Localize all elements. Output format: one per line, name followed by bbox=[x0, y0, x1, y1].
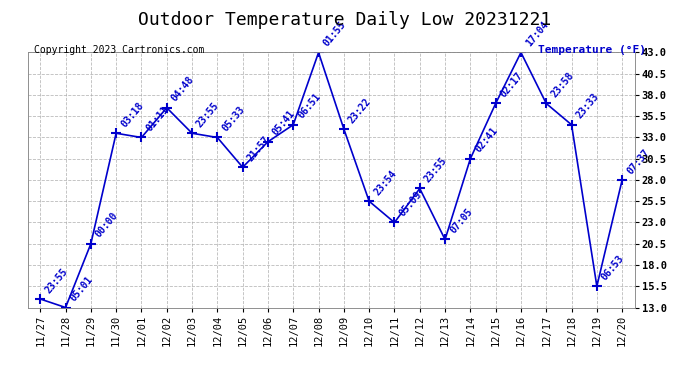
Text: 04:48: 04:48 bbox=[170, 75, 196, 104]
Text: 07:05: 07:05 bbox=[448, 206, 474, 236]
Text: Temperature (°F): Temperature (°F) bbox=[538, 45, 647, 55]
Text: 23:54: 23:54 bbox=[372, 168, 398, 197]
Text: 17:04: 17:04 bbox=[524, 20, 550, 48]
Text: Copyright 2023 Cartronics.com: Copyright 2023 Cartronics.com bbox=[34, 45, 205, 55]
Text: 03:18: 03:18 bbox=[119, 100, 146, 129]
Text: 23:55: 23:55 bbox=[422, 155, 449, 184]
Text: Outdoor Temperature Daily Low 20231221: Outdoor Temperature Daily Low 20231221 bbox=[139, 11, 551, 29]
Text: 23:55: 23:55 bbox=[195, 100, 221, 129]
Text: 05:33: 05:33 bbox=[220, 104, 246, 134]
Text: 23:22: 23:22 bbox=[346, 96, 373, 125]
Text: 01:55: 01:55 bbox=[322, 20, 348, 48]
Text: 01:11: 01:11 bbox=[144, 104, 170, 134]
Text: 06:51: 06:51 bbox=[296, 92, 322, 121]
Text: 02:17: 02:17 bbox=[498, 70, 525, 99]
Text: 02:41: 02:41 bbox=[473, 126, 500, 154]
Text: 06:53: 06:53 bbox=[600, 253, 626, 282]
Text: 07:37: 07:37 bbox=[625, 147, 651, 176]
Text: 23:33: 23:33 bbox=[574, 92, 601, 121]
Text: 23:55: 23:55 bbox=[43, 266, 70, 295]
Text: 00:00: 00:00 bbox=[94, 211, 120, 240]
Text: 05:09: 05:09 bbox=[397, 189, 424, 218]
Text: 05:41: 05:41 bbox=[270, 109, 297, 138]
Text: 23:58: 23:58 bbox=[549, 70, 575, 99]
Text: 05:01: 05:01 bbox=[68, 274, 95, 303]
Text: 21:57: 21:57 bbox=[246, 134, 272, 163]
